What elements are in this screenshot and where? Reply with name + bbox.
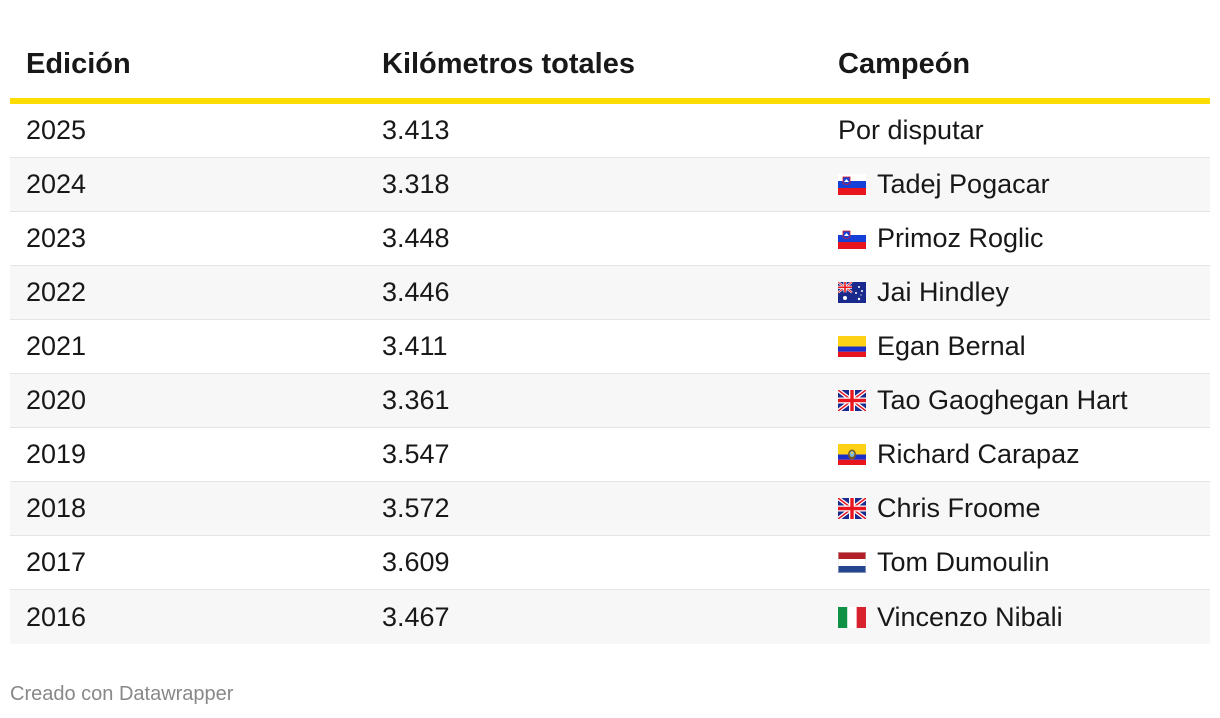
netherlands-flag-icon (838, 552, 866, 573)
cell-kilometros: 3.318 (382, 169, 450, 199)
colombia-flag-icon (838, 336, 866, 357)
table-row: 2020 3.361 Tao Gaoghegan Hart (10, 374, 1210, 428)
header-edicion[interactable]: Edición (26, 47, 131, 80)
table-row: 2017 3.609 Tom Dumoulin (10, 536, 1210, 590)
cell-edicion: 2024 (26, 169, 87, 199)
table-row: 2022 3.446 Jai Hindley (10, 266, 1210, 320)
cell-kilometros: 3.361 (382, 385, 450, 415)
table-row: 2019 3.547 Richard Carapaz (10, 428, 1210, 482)
table-row: 2023 3.448 Primoz Roglic (10, 212, 1210, 266)
table-body: 2025 3.413 Por disputar 2024 3.318 Tadej Poga… (10, 104, 1210, 644)
uk-flag-icon (838, 498, 866, 519)
champion-name: Chris Froome (877, 493, 1041, 523)
table-header: Edición Kilómetros totales Campeón (10, 28, 1210, 104)
cell-edicion: 2021 (26, 331, 87, 361)
champion-name: Richard Carapaz (877, 439, 1080, 469)
cell-campeon: Richard Carapaz (822, 439, 1210, 470)
ecuador-flag-icon (838, 444, 866, 465)
champion-name: Egan Bernal (877, 331, 1026, 361)
cell-kilometros: 3.448 (382, 223, 450, 253)
table-row: 2018 3.572 Chris Froome (10, 482, 1210, 536)
cell-campeon: Primoz Roglic (822, 223, 1210, 254)
cell-kilometros: 3.413 (382, 115, 450, 145)
australia-flag-icon (838, 282, 866, 303)
cell-edicion: 2019 (26, 439, 87, 469)
table-row: 2025 3.413 Por disputar (10, 104, 1210, 158)
champion-name: Tom Dumoulin (877, 547, 1050, 577)
cell-campeon: Egan Bernal (822, 331, 1210, 362)
slovenia-flag-icon (838, 228, 866, 249)
cell-kilometros: 3.609 (382, 547, 450, 577)
results-table: Edición Kilómetros totales Campeón 2025 3… (10, 28, 1210, 644)
champion-name: Vincenzo Nibali (877, 601, 1063, 632)
cell-kilometros: 3.572 (382, 493, 450, 523)
cell-kilometros: 3.547 (382, 439, 450, 469)
cell-kilometros: 3.467 (382, 601, 450, 632)
cell-edicion: 2023 (26, 223, 87, 253)
cell-edicion: 2017 (26, 547, 87, 577)
cell-edicion: 2025 (26, 115, 87, 145)
cell-campeon: Tao Gaoghegan Hart (822, 385, 1210, 416)
header-kilometros[interactable]: Kilómetros totales (382, 47, 635, 80)
champion-name: Jai Hindley (877, 277, 1010, 307)
cell-edicion: 2016 (26, 601, 87, 632)
cell-campeon: Tom Dumoulin (822, 547, 1210, 578)
cell-campeon: Chris Froome (822, 493, 1210, 524)
cell-kilometros: 3.411 (382, 331, 448, 361)
champion-name: Primoz Roglic (877, 223, 1044, 253)
champion-name: Por disputar (838, 115, 984, 145)
cell-edicion: 2020 (26, 385, 87, 415)
champion-name: Tao Gaoghegan Hart (877, 385, 1128, 415)
cell-edicion: 2018 (26, 493, 87, 523)
table-row: 2016 3.467 Vincenzo Nibali (10, 590, 1210, 644)
italy-flag-icon (838, 606, 866, 628)
table-row: 2024 3.318 Tadej Pogacar (10, 158, 1210, 212)
cell-kilometros: 3.446 (382, 277, 450, 307)
cell-campeon: Vincenzo Nibali (822, 602, 1210, 633)
cell-campeon: Tadej Pogacar (822, 169, 1210, 200)
cell-campeon: Jai Hindley (822, 277, 1210, 308)
cell-campeon: Por disputar (822, 115, 1210, 146)
table-row: 2021 3.411 Egan Bernal (10, 320, 1210, 374)
cell-edicion: 2022 (26, 277, 87, 307)
datawrapper-credit[interactable]: Creado con Datawrapper (10, 683, 234, 705)
uk-flag-icon (838, 390, 866, 411)
header-campeon[interactable]: Campeón (838, 47, 971, 80)
slovenia-flag-icon (838, 174, 866, 195)
champion-name: Tadej Pogacar (877, 169, 1050, 199)
